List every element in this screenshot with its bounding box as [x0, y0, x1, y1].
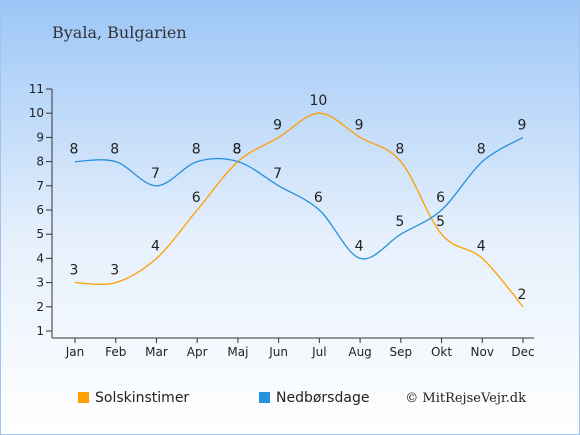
x-tick-label: Okt — [431, 345, 452, 359]
x-tick-label: Aug — [348, 345, 371, 359]
data-label-sunshine: 3 — [110, 263, 119, 279]
y-tick-label: 3 — [36, 276, 44, 290]
x-tick-label: Nov — [471, 345, 494, 359]
y-axis-ticks: 1 2 3 4 5 6 7 8 9 10 11 — [29, 82, 52, 338]
data-label-rain-days: 8 — [110, 142, 119, 158]
y-tick-label: 10 — [29, 106, 44, 120]
data-label-sunshine: 10 — [309, 93, 327, 109]
data-label-sunshine: 4 — [477, 238, 486, 254]
y-tick-label: 2 — [36, 300, 44, 314]
legend-swatch-sunshine — [78, 392, 89, 403]
y-tick-label: 8 — [36, 155, 44, 169]
x-tick-label: Jun — [268, 345, 288, 359]
y-tick-label: 7 — [36, 179, 44, 193]
data-label-sunshine: 9 — [273, 117, 282, 133]
x-tick-label: Mar — [145, 345, 168, 359]
data-label-rain-days: 7 — [151, 166, 160, 182]
x-tick-label: Feb — [105, 345, 126, 359]
data-label-sunshine: 9 — [355, 117, 364, 133]
data-label-sunshine: 6 — [192, 190, 201, 206]
x-tick-label: Sep — [390, 345, 413, 359]
x-tick-label: Jul — [311, 345, 326, 359]
y-tick-label: 6 — [36, 203, 44, 217]
chart-title: Byala, Bulgarien — [52, 23, 187, 42]
x-tick-label: Dec — [511, 345, 534, 359]
x-tick-label: Maj — [227, 345, 248, 359]
y-tick-label: 5 — [36, 227, 44, 241]
x-tick-label: Apr — [187, 345, 208, 359]
legend: Solskinstimer Nedbørsdage — [78, 390, 369, 406]
data-label-sunshine: 8 — [232, 142, 241, 158]
y-tick-label: 4 — [36, 251, 44, 265]
data-label-sunshine: 8 — [395, 142, 404, 158]
legend-label-sunshine: Solskinstimer — [95, 390, 189, 406]
data-label-sunshine: 2 — [518, 287, 527, 303]
data-label-rain-days: 4 — [355, 238, 364, 254]
series-line-rain-days — [74, 136, 524, 260]
y-tick-label: 1 — [36, 324, 44, 338]
x-tick-label: Jan — [65, 345, 85, 359]
data-label-rain-days: 7 — [273, 166, 282, 182]
credit-text: © MitRejseVejr.dk — [405, 391, 526, 406]
data-label-sunshine: 5 — [436, 214, 445, 230]
data-label-rain-days: 5 — [395, 214, 404, 230]
series-line-sunshine — [74, 112, 524, 308]
data-label-rain-days: 8 — [192, 142, 201, 158]
y-tick-label: 9 — [36, 130, 44, 144]
legend-label-rain-days: Nedbørsdage — [276, 390, 369, 406]
data-label-sunshine: 4 — [151, 238, 160, 254]
data-label-sunshine: 3 — [70, 263, 79, 279]
x-axis-ticks: Jan Feb Mar Apr Maj Jun Jul Aug Sep Okt Nov Dec — [65, 338, 535, 359]
data-label-rain-days: 6 — [314, 190, 323, 206]
series-lines — [74, 112, 524, 308]
y-tick-label: 11 — [29, 82, 44, 96]
data-label-rain-days: 8 — [477, 142, 486, 158]
data-label-rain-days: 9 — [518, 117, 527, 133]
data-label-rain-days: 8 — [70, 142, 79, 158]
data-label-rain-days: 8 — [232, 142, 241, 158]
data-label-rain-days: 6 — [436, 190, 445, 206]
legend-swatch-rain-days — [259, 392, 270, 403]
